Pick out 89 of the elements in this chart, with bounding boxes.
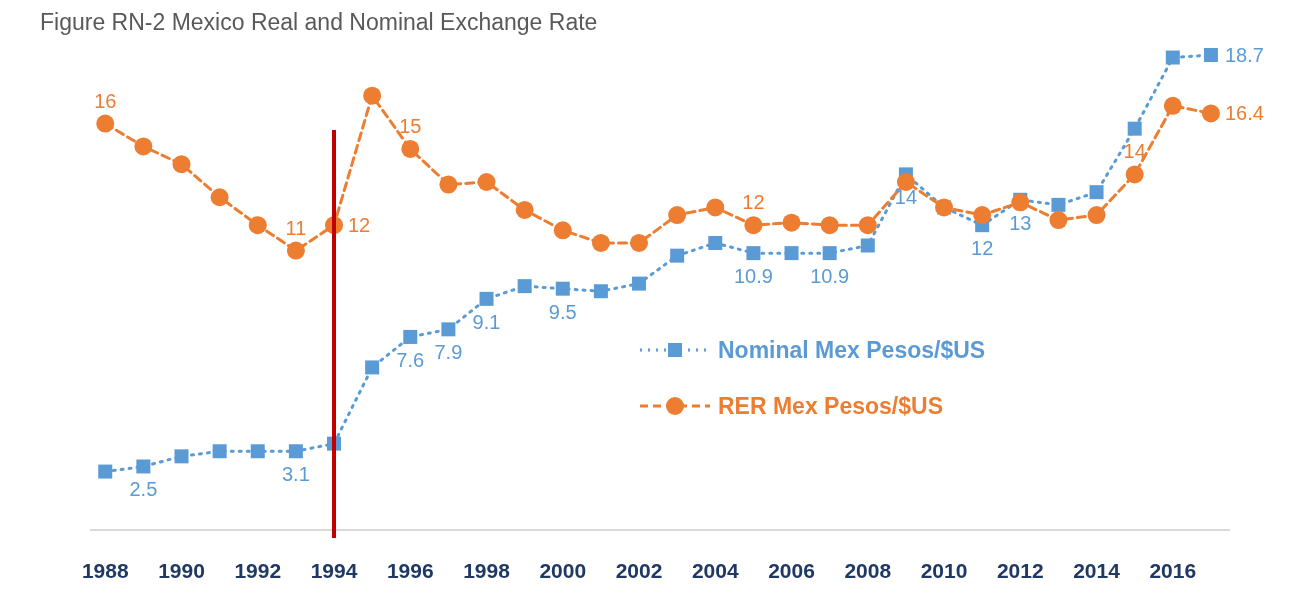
x-tick-label: 1992 [234, 559, 282, 582]
x-tick-label: 1988 [81, 559, 129, 582]
point [365, 360, 380, 375]
data-label: 7.6 [396, 348, 425, 371]
x-tick-label: 2008 [844, 559, 892, 582]
point [403, 329, 418, 344]
point [1201, 104, 1220, 123]
point [706, 198, 725, 217]
point [746, 246, 761, 261]
legend-label: RER Mex Pesos/$US [718, 393, 943, 419]
point [136, 459, 151, 474]
point [515, 200, 534, 219]
point [1089, 185, 1104, 200]
x-tick-label: 2006 [768, 559, 815, 582]
point [477, 173, 496, 192]
legend-label: Nominal Mex Pesos/$US [718, 337, 986, 363]
data-label: 15 [399, 114, 422, 137]
chart-title: Figure RN-2 Mexico Real and Nominal Exchange Rate [40, 9, 598, 35]
point [858, 216, 877, 235]
point [98, 464, 113, 479]
x-tick-label: 2016 [1149, 559, 1197, 582]
x-tick-label: 2012 [996, 559, 1044, 582]
point [174, 449, 189, 464]
point [555, 281, 570, 296]
point [1163, 96, 1182, 115]
x-tick-label: 1990 [158, 559, 205, 582]
x-tick-label: 2014 [1073, 559, 1121, 582]
x-tick-label: 2010 [920, 559, 968, 582]
x-tick-label: 2004 [691, 559, 739, 582]
data-label: 10.9 [733, 265, 773, 288]
point [479, 291, 494, 306]
point [517, 279, 532, 294]
point [744, 216, 763, 235]
data-label: 7.9 [434, 341, 463, 364]
data-label: 18.7 [1224, 44, 1264, 66]
data-label: 10.9 [810, 265, 850, 288]
data-label: 12 [348, 214, 371, 237]
data-label: 3.1 [281, 463, 310, 486]
point [96, 114, 115, 133]
data-label: 12 [971, 237, 994, 260]
point [1127, 121, 1142, 136]
point [250, 444, 265, 459]
point [670, 248, 685, 263]
point [553, 221, 572, 240]
point [1011, 193, 1030, 212]
point [1165, 50, 1180, 65]
point [822, 246, 837, 261]
data-label: 12 [742, 191, 765, 214]
data-label: 16 [94, 89, 117, 112]
point [134, 137, 153, 156]
data-label: 11 [285, 216, 307, 239]
point [973, 206, 992, 225]
point [860, 238, 875, 253]
point [820, 216, 839, 235]
point [210, 188, 229, 207]
data-label: 14 [894, 186, 918, 209]
point [212, 444, 227, 459]
data-label: 2.5 [129, 478, 158, 501]
data-label: 16.4 [1224, 102, 1264, 125]
point [1203, 48, 1218, 62]
point [708, 235, 723, 250]
data-label: 13 [1009, 211, 1032, 234]
point [782, 213, 801, 232]
point [439, 175, 458, 194]
x-tick-label: 2002 [615, 559, 663, 582]
point [401, 139, 420, 158]
point [363, 86, 382, 105]
x-tick-label: 1996 [386, 559, 434, 582]
point [1049, 211, 1068, 230]
point [1087, 206, 1106, 225]
point [248, 216, 267, 235]
x-tick-label: 1994 [310, 559, 358, 582]
point [172, 155, 191, 174]
point [593, 284, 608, 299]
point [1125, 165, 1144, 184]
x-tick-label: 1998 [463, 559, 511, 582]
point [632, 276, 647, 291]
data-label: 9.1 [472, 310, 501, 333]
point [591, 233, 610, 252]
point [441, 322, 456, 337]
point [630, 233, 649, 252]
data-label: 9.5 [548, 300, 577, 323]
point [288, 444, 303, 459]
point [1051, 197, 1066, 212]
x-tick-label: 2000 [539, 559, 587, 582]
point [784, 246, 799, 261]
point [286, 241, 305, 260]
point [668, 206, 687, 225]
data-label: 14 [1123, 140, 1146, 163]
